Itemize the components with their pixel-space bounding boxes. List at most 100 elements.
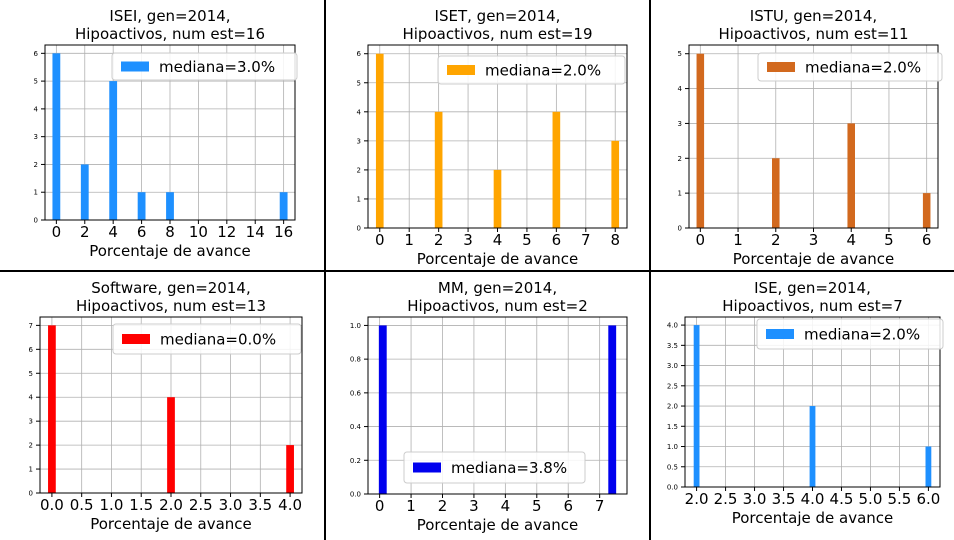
bar [611,140,620,228]
x-tick-label: 3.0 [219,496,243,514]
y-tick-label: 4.0 [667,322,678,330]
y-tick-label: 0.5 [667,463,678,471]
chart-subtitle: Hipoactivos, num est=2 [407,297,587,315]
x-tick-label: 16 [274,223,293,241]
x-tick-label: 5 [522,231,532,249]
bar [52,53,61,221]
x-tick-label: 10 [189,223,208,241]
x-tick-label: 1 [406,497,416,515]
chart-title: Software, gen=2014, [91,279,250,297]
y-tick-label: 3.5 [667,342,678,350]
x-tick-label: 6.0 [916,490,940,508]
x-tick-label: 3.5 [772,490,796,508]
x-tick-label: 2 [771,231,781,249]
y-tick-label: 4 [357,108,362,116]
bar [48,325,56,493]
x-tick-label: 4.0 [278,496,302,514]
bar [922,193,931,228]
y-tick-label: 0 [29,490,33,498]
chart-title: MM, gen=2014, [438,279,557,297]
x-tick-label: 5.5 [888,490,912,508]
bar [693,325,700,487]
bar [279,192,288,220]
chart-subtitle: Hipoactivos, num est=19 [402,25,592,43]
y-tick-label: 5 [357,79,361,87]
chart-panel-iset: ISET, gen=2014,Hipoactivos, num est=19 0 1… [357,7,628,268]
x-tick-label: 3.5 [248,496,272,514]
legend-swatch [767,62,795,72]
chart-title: ISEI, gen=2014, [109,7,230,25]
bar [434,111,443,228]
x-axis-label: Porcentaje de avance [90,515,252,533]
bar [608,325,617,494]
x-tick-label: 4 [493,231,503,249]
chart-panel-ise: ISE, gen=2014,Hipoactivos, num est=7 2.0 2… [667,279,944,527]
x-tick-label: 3 [469,497,479,515]
x-tick-label: 0 [375,231,385,249]
x-tick-label: 0 [375,497,385,515]
chart-title: ISE, gen=2014, [754,279,871,297]
x-tick-label: 1 [733,231,743,249]
x-tick-label: 3 [809,231,819,249]
y-tick-label: 2 [357,166,361,174]
legend-label: mediana=2.0% [805,59,921,77]
x-axis-label: Porcentaje de avance [417,516,579,534]
y-tick-label: 0.0 [350,491,361,499]
y-tick-label: 6 [34,50,39,58]
y-tick-label: 1.0 [350,322,361,330]
x-tick-label: 3 [463,231,473,249]
legend-label: mediana=2.0% [804,326,920,344]
y-tick-label: 3 [678,120,682,128]
legend-box [111,52,298,81]
legend-label: mediana=0.0% [160,331,276,349]
y-tick-label: 7 [29,322,33,330]
bar [925,446,932,487]
divider-horizontal [0,270,954,272]
bar [80,164,89,220]
chart-panel-isei: ISEI, gen=2014,Hipoactivos, num est=16 0 2… [34,7,298,260]
x-tick-label: 4 [501,497,511,515]
x-tick-label: 2 [80,223,90,241]
x-tick-label: 12 [217,223,236,241]
chart-subtitle: Hipoactivos, num est=16 [75,25,265,43]
bar [166,192,174,220]
y-tick-label: 2.5 [667,382,678,390]
x-tick-label: 0 [696,231,706,249]
bar [696,53,705,228]
legend-box [112,323,302,355]
divider-vertical-right [649,0,651,540]
legend-label: mediana=3.0% [159,58,275,76]
chart-panel-mm: MM, gen=2014,Hipoactivos, num est=2 0 1 2 3 4… [350,279,628,534]
x-tick-label: 14 [246,223,265,241]
bar [378,325,387,494]
y-tick-label: 0 [34,217,38,225]
x-tick-label: 1.5 [129,496,153,514]
chart-title: ISET, gen=2014, [435,7,561,25]
y-tick-label: 3 [34,133,38,141]
y-tick-label: 0.0 [667,484,678,492]
legend-label: mediana=2.0% [485,62,601,80]
bar [493,169,502,228]
x-tick-label: 6 [922,231,932,249]
x-tick-label: 6 [563,497,573,515]
y-tick-label: 2.0 [667,403,678,411]
y-tick-label: 1 [678,190,682,198]
x-tick-label: 2.0 [159,496,183,514]
bar [137,192,146,220]
x-tick-label: 7 [581,231,591,249]
y-tick-label: 4 [29,394,34,402]
x-tick-label: 2 [434,231,444,249]
legend-swatch [122,334,150,344]
y-tick-label: 3.0 [667,362,678,370]
chart-title: ISTU, gen=2014, [750,7,877,25]
legend-box [437,55,626,85]
y-tick-label: 5 [34,78,38,86]
legend-swatch [447,65,475,75]
y-tick-label: 0.8 [350,356,361,364]
chart-panel-software: Software, gen=2014,Hipoactivos, num est=… [29,279,303,533]
plot-area [367,316,628,495]
y-tick-label: 2 [34,161,38,169]
bar [847,123,855,228]
x-tick-label: 4 [846,231,856,249]
